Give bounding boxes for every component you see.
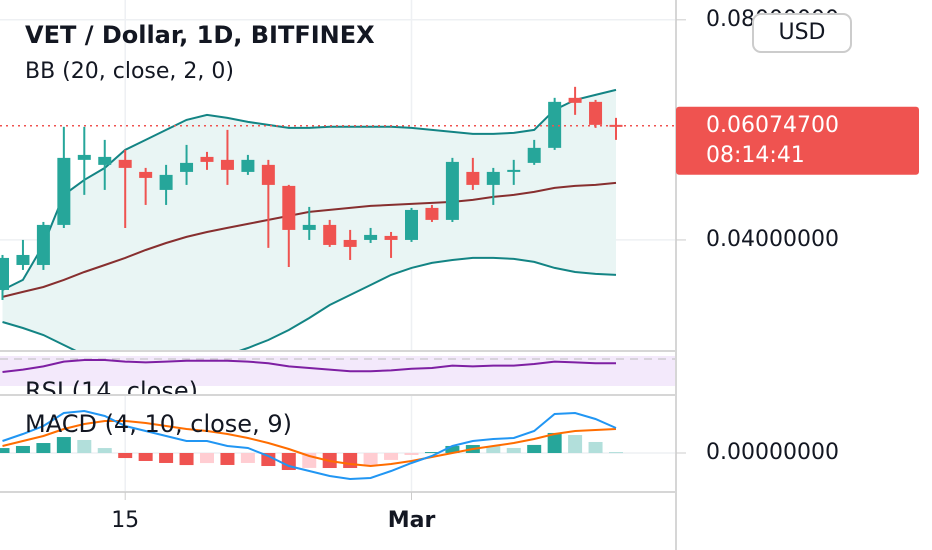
bb-lower [2,256,617,350]
rsi-pane: RSI (14, close) [2,359,616,405]
currency-button[interactable] [752,13,852,53]
chart-title: VET / Dollar, 1D, BITFINEX [25,21,375,49]
candle-body [220,159,234,170]
x-tick-label: 15 [111,508,139,533]
candle-body [486,171,500,185]
histogram-bar [97,448,112,453]
histogram-bar [343,453,358,469]
candle-body [180,162,194,172]
histogram-bar [363,453,378,465]
histogram-bar [568,435,583,453]
histogram-bar [588,441,603,453]
histogram-bar [0,448,10,453]
histogram-bar [118,453,133,459]
macd-line [2,409,617,481]
candle-body [16,254,30,265]
histogram-bar [384,453,399,460]
candle-body [139,171,153,178]
price-pane [0,0,676,350]
candle-body [241,159,255,172]
histogram-bar [445,445,460,453]
rsi-line [2,359,616,373]
indicator-label: BB (20, close, 2, 0) [25,59,234,84]
candle-body [343,239,357,247]
candle-body [548,101,562,148]
histogram-bar [281,453,296,471]
candle-body [323,224,337,245]
last-price-box [676,106,919,175]
candle-body [159,174,173,190]
histogram-bar [179,453,194,466]
candle-body [282,185,296,230]
candle-body [0,257,9,290]
axes: 0.040000000.0800000015Mar0.0607470008:14… [111,7,919,533]
histogram-bar [424,452,439,454]
candle-body [77,154,91,160]
currency-label[interactable]: USD [778,20,825,45]
histogram-bar [56,437,71,453]
candle-body [466,171,480,185]
candle-body [609,124,623,127]
histogram-bar [220,453,235,465]
histogram-bar [240,453,255,463]
histogram-bar [547,432,562,453]
histogram-bar [200,453,214,464]
last-price-label: 0.06074700 [706,113,839,138]
candle-body [118,159,132,168]
candle-body [445,161,459,220]
histogram-bar [609,452,623,454]
candle-body [36,224,50,265]
histogram-bar [506,447,521,453]
candle-body [200,156,214,162]
y-tick-label: 0.00000000 [706,440,839,465]
macd-pane [0,396,676,491]
candle-body [364,234,378,240]
candle-body [302,224,316,230]
candle-body [405,209,418,240]
candle-body [527,147,541,163]
rsi-label: RSI (14, close) [25,377,198,405]
x-tick-label: Mar [388,508,436,533]
candle-body [425,207,439,220]
signal-line [2,420,617,468]
histogram-bar [261,453,276,467]
histogram-bar [404,453,419,455]
countdown-label: 08:14:41 [706,143,805,168]
candle-body [384,235,398,240]
candle-body [568,97,582,103]
histogram-bar [527,444,542,453]
histogram-bar [159,453,174,463]
candle-body [98,156,112,165]
y-tick-label: 0.04000000 [706,227,839,252]
histogram-bar [138,453,153,461]
histogram-bar [36,443,51,453]
histogram-bar [15,445,30,453]
candle-body [57,157,71,225]
macd-label: MACD (4, 10, close, 9) [25,410,292,438]
histogram-bar [77,439,92,453]
candle-body [261,164,275,185]
candle-body [589,101,603,125]
candle-body [507,169,521,172]
histogram-bar [486,446,501,453]
